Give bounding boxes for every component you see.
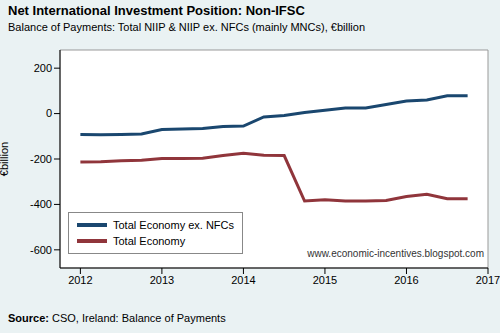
svg-text:€billion: €billion xyxy=(8,142,10,176)
svg-text:0: 0 xyxy=(46,107,52,119)
svg-text:2015: 2015 xyxy=(313,274,337,286)
svg-text:2017: 2017 xyxy=(476,274,492,286)
html-text:Net International Investment P: Net International Investment Position: N… xyxy=(8,3,305,18)
html-text:Source: CSO, Ireland: Balance: Source: CSO, Ireland: Balance of Payment… xyxy=(8,312,226,324)
svg-text:-600: -600 xyxy=(30,244,52,256)
svg-text:2014: 2014 xyxy=(231,274,255,286)
svg-text:200: 200 xyxy=(34,62,52,74)
html-text:Balance of Payments: Total NII: Balance of Payments: Total NIIP & NIIP e… xyxy=(8,21,365,33)
svg-text:-400: -400 xyxy=(30,198,52,210)
svg-text:2016: 2016 xyxy=(394,274,418,286)
svg-text:2012: 2012 xyxy=(68,274,92,286)
html-text:www.economic-incentives.blogsp: www.economic-incentives.blogspot.com xyxy=(307,248,484,259)
svg-text:2013: 2013 xyxy=(150,274,174,286)
html-text:Total Economy: Total Economy xyxy=(113,235,186,247)
svg-text:-200: -200 xyxy=(30,153,52,165)
html-text:Total Economy ex. NFCs: Total Economy ex. NFCs xyxy=(113,219,234,231)
